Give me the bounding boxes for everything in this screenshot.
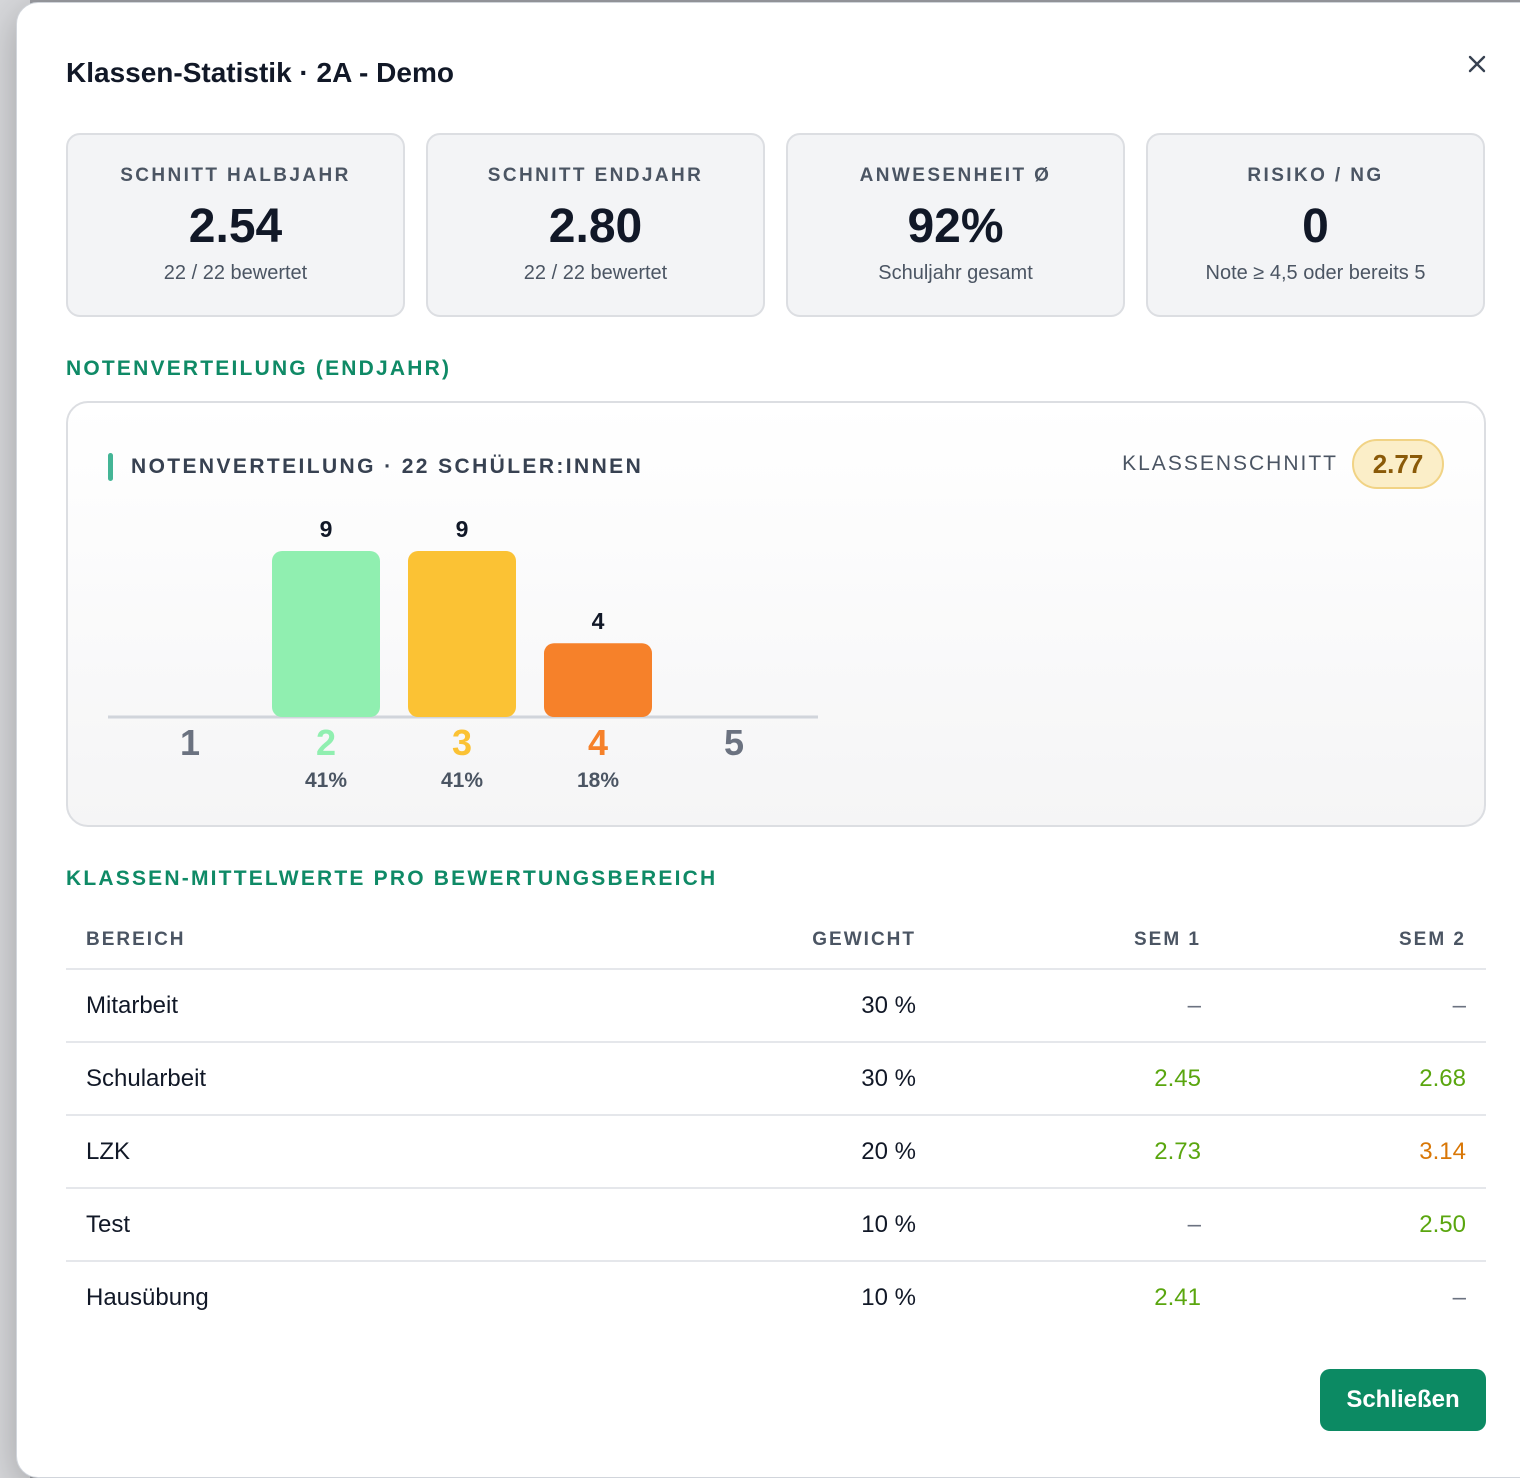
cell-sem2: – <box>1452 1284 1466 1311</box>
cell-bereich: Hausübung <box>86 1284 209 1311</box>
cell-gewicht: 10 % <box>861 1284 916 1311</box>
stat-label: RISIKO / NG <box>1247 165 1384 186</box>
stat-value: 2.54 <box>188 200 283 253</box>
grade-label-3: 3 <box>452 722 472 763</box>
schliessen-button[interactable]: Schließen <box>1320 1369 1486 1431</box>
modal-title: Klassen-Statistik · 2A - Demo <box>66 57 454 88</box>
cell-gewicht: 10 % <box>596 1188 916 1262</box>
chart-header: NOTENVERTEILUNG · 22 SCHÜLER:INNEN <box>108 453 643 481</box>
cell-bereich: Schularbeit <box>66 1042 596 1116</box>
cell-bereich: LZK <box>66 1115 596 1189</box>
stat-label: ANWESENHEIT Ø <box>859 165 1052 186</box>
cell-sem1: – <box>916 1188 1201 1262</box>
column-header-sem1: SEM 1 <box>916 911 1201 970</box>
stat-label: SCHNITT HALBJAHR <box>120 165 351 186</box>
stat-value: 0 <box>1302 200 1329 253</box>
grade-label-5: 5 <box>724 722 744 763</box>
stat-sub: Note ≥ 4,5 oder bereits 5 <box>1205 261 1426 284</box>
chart-accent-bar <box>108 453 113 481</box>
cell-sem1: – <box>916 969 1201 1043</box>
bar-grade-3 <box>408 551 516 717</box>
cell-sem1: 2.73 <box>916 1115 1201 1189</box>
cell-sem2: – <box>1201 969 1486 1043</box>
cell-bereich: Test <box>66 1188 596 1262</box>
grade-percent-label: 18% <box>577 769 619 792</box>
bar-grade-4 <box>544 643 652 717</box>
close-icon <box>1468 55 1486 73</box>
table-section-title: KLASSEN-MITTELWERTE PRO BEWERTUNGSBEREIC… <box>66 867 718 890</box>
stat-sub: 22 / 22 bewertet <box>163 261 308 284</box>
cell-sem2: 3.14 <box>1201 1115 1486 1189</box>
stat-sub: Schuljahr gesamt <box>878 261 1033 284</box>
table-row: Hausübung 10 % 2.41 – <box>66 1261 1486 1334</box>
stat-value: 2.80 <box>548 200 643 253</box>
bar-value-label: 9 <box>320 516 333 542</box>
stat-sub: 22 / 22 bewertet <box>523 261 668 284</box>
bar-grade-2 <box>272 551 380 717</box>
table-row: Test 10 % –2.50 <box>66 1188 1486 1262</box>
averages-table: BEREICH GEWICHT SEM 1 SEM 2 Mitarbeit 30 … <box>66 911 1486 1334</box>
class-average-badge: 2.77 <box>1352 439 1444 489</box>
chart-title: NOTENVERTEILUNG · 22 SCHÜLER:INNEN <box>131 455 644 478</box>
stat-card-anwesenheit: ANWESENHEIT Ø 92% Schuljahr gesamt <box>786 133 1125 317</box>
grade-percent-label: 41% <box>305 769 347 792</box>
stat-card-risiko: RISIKO / NG 0 Note ≥ 4,5 oder bereits 5 <box>1146 133 1485 317</box>
cell-gewicht: 30 % <box>596 1042 916 1116</box>
cell-sem1: 2.45 <box>916 1042 1201 1116</box>
stat-label: SCHNITT ENDJAHR <box>487 165 704 186</box>
grade-percent-label: 41% <box>441 769 483 792</box>
stat-card-schnitt-halbjahr: SCHNITT HALBJAHR 2.54 22 / 22 bewertet <box>66 133 405 317</box>
close-button[interactable] <box>1460 47 1494 81</box>
cell-gewicht: 30 % <box>596 969 916 1043</box>
cell-gewicht: 20 % <box>596 1115 916 1189</box>
distribution-section-title: NOTENVERTEILUNG (ENDJAHR) <box>66 357 452 380</box>
grade-label-1: 1 <box>180 722 200 763</box>
table-row: Schularbeit 30 % 2.45 2.68 <box>66 1042 1486 1116</box>
cell-sem2: 2.68 <box>1201 1042 1486 1116</box>
table-header-row: BEREICH GEWICHT SEM 1 SEM 2 <box>66 911 1486 970</box>
column-header-sem2: SEM 2 <box>1201 911 1486 970</box>
class-average-label: KLASSENSCHNITT <box>1122 452 1338 475</box>
stats-cards: SCHNITT HALBJAHR 2.54 22 / 22 bewertet S… <box>66 133 1486 317</box>
class-average: KLASSENSCHNITT 2.77 <box>1122 439 1444 489</box>
bar-value-label: 9 <box>456 516 469 542</box>
column-header-bereich: BEREICH <box>66 911 596 970</box>
column-header-gewicht: GEWICHT <box>596 911 916 970</box>
stat-value: 92% <box>907 200 1004 253</box>
bar-value-label: 4 <box>592 608 605 634</box>
grade-label-4: 4 <box>588 722 608 763</box>
cell-sem2: 2.50 <box>1201 1188 1486 1262</box>
class-statistics-modal: Klassen-Statistik · 2A - Demo SCHNITT HA… <box>16 2 1520 1478</box>
grade-label-2: 2 <box>316 722 336 763</box>
table-row: Mitarbeit 30 % – – <box>66 969 1486 1043</box>
grade-distribution-panel: NOTENVERTEILUNG · 22 SCHÜLER:INNEN KLASS… <box>66 401 1486 827</box>
grade-distribution-chart: 1 9 2 41% 9 3 41% 4 4 18% 5 <box>108 516 818 792</box>
stat-card-schnitt-endjahr: SCHNITT ENDJAHR 2.80 22 / 22 bewertet <box>426 133 765 317</box>
cell-sem1: 2.41 <box>1154 1284 1201 1311</box>
cell-bereich: Mitarbeit <box>66 969 596 1043</box>
table-row: LZK 20 % 2.73 3.14 <box>66 1115 1486 1189</box>
